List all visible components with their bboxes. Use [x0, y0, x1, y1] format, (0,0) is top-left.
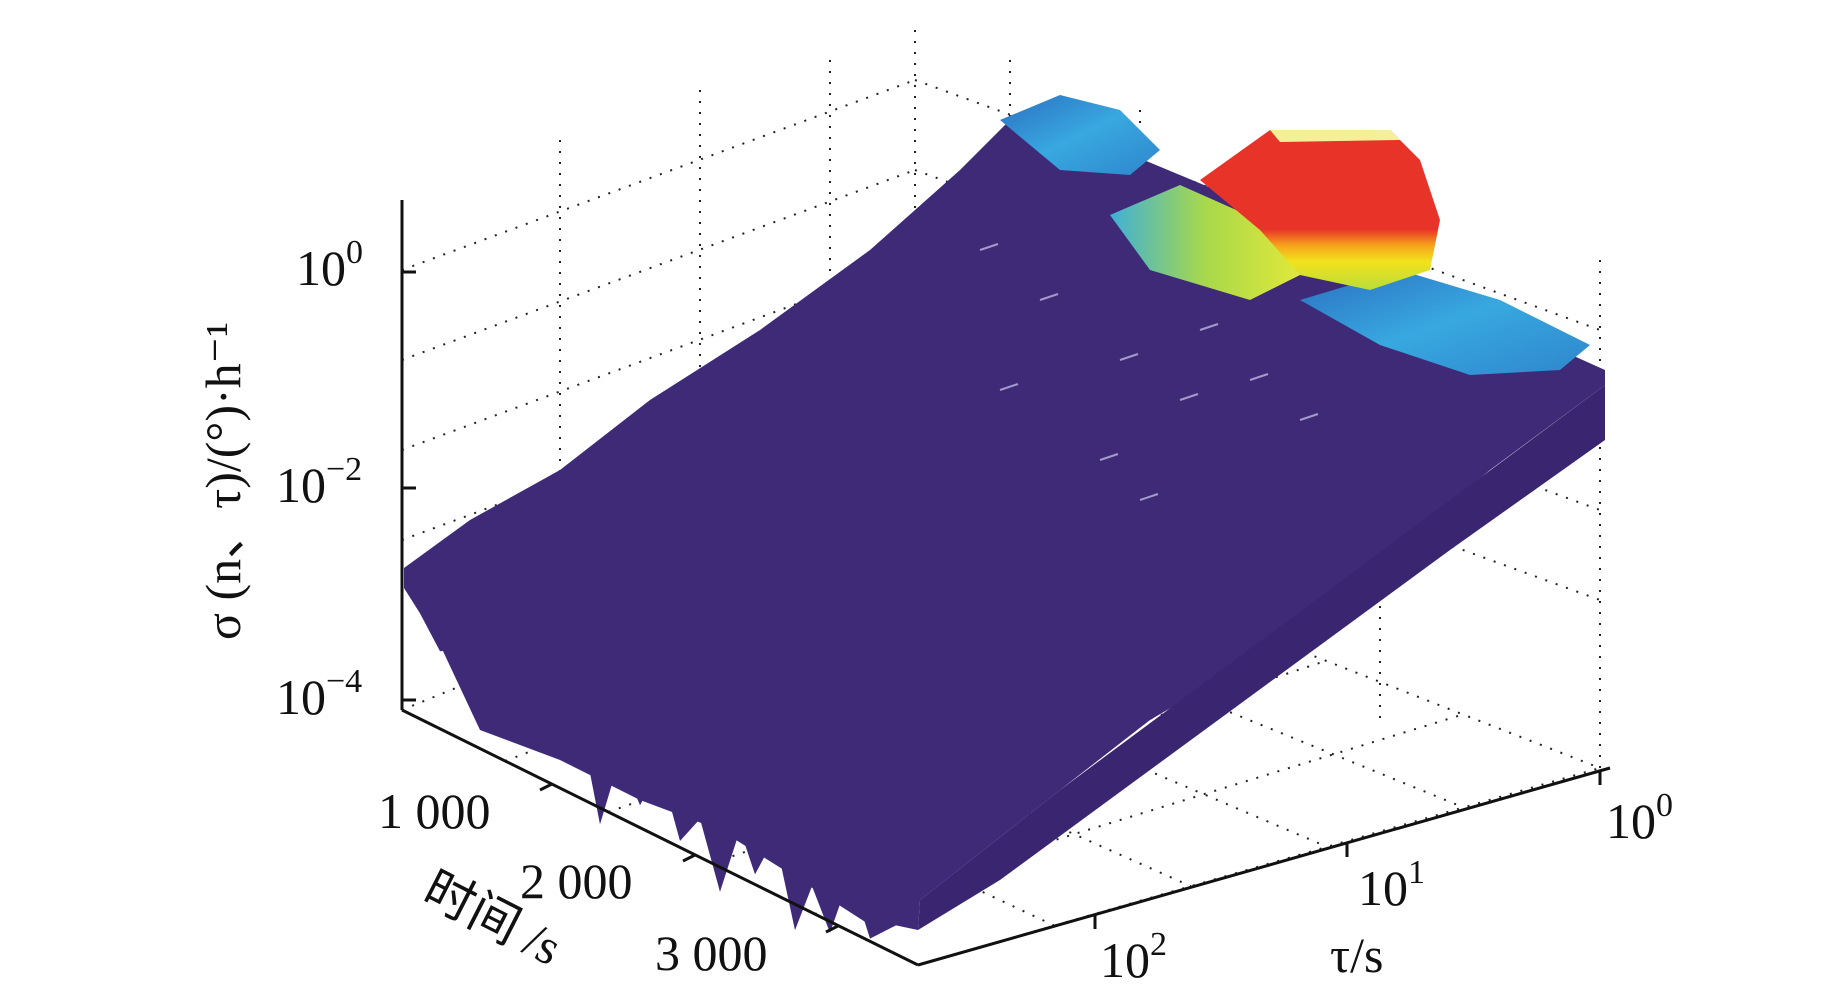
y-tick-label-1: 101	[1358, 854, 1425, 916]
surface-speckle	[1249, 373, 1269, 381]
surface-speckle	[1179, 393, 1199, 401]
z-axis-ticks: 100 10−2 10−4	[276, 234, 416, 725]
grid-line	[401, 79, 916, 271]
surface-speckle	[1039, 293, 1059, 301]
y-tick-base: 10	[1606, 793, 1656, 849]
surface-cyan-patch	[1300, 270, 1590, 375]
y-tick-base: 10	[1358, 860, 1408, 916]
surface-speckle	[1139, 493, 1159, 501]
x-tick-mark	[825, 924, 839, 934]
z-tick-exp: 0	[346, 234, 363, 271]
surface-speckle	[999, 383, 1019, 391]
surface-speckle	[1199, 323, 1219, 331]
surface-green-patch	[1110, 185, 1300, 300]
z-tick-base: 10	[276, 669, 326, 725]
y-tick-base: 10	[1100, 932, 1150, 988]
surface-speckle	[1299, 413, 1319, 421]
y-tick-exp: 0	[1656, 787, 1673, 824]
surface-cyan-patch	[1000, 95, 1160, 175]
x-axis-line	[401, 708, 919, 967]
y-axis-line	[917, 766, 1611, 967]
x-tick-mark	[682, 853, 696, 863]
surface-side-wall	[918, 370, 1605, 930]
y-tick-label-2: 102	[1100, 926, 1167, 988]
surface-top-face	[404, 120, 1605, 925]
x-tick-label-2: 3 000	[655, 925, 768, 981]
surface-front-wall	[404, 568, 920, 939]
z-tick-exp: −2	[326, 451, 362, 488]
z-tick-label-2: 10−4	[276, 663, 362, 725]
axes	[400, 200, 1611, 967]
z-tick-label-1: 10−2	[276, 451, 362, 513]
surface-peak-highlight	[1270, 130, 1400, 142]
x-axis-ticks: 1 000 2 000 3 000	[378, 782, 839, 981]
z-tick-base: 10	[276, 457, 326, 513]
z-tick-base: 10	[296, 240, 346, 296]
z-tick-label-0: 100	[296, 234, 363, 296]
y-tick-label-0: 100	[1606, 787, 1673, 849]
surface-peak	[1200, 130, 1440, 290]
x-tick-mark	[539, 782, 553, 792]
surface-speckle	[1099, 453, 1119, 461]
surface-speckle	[979, 243, 999, 251]
z-axis-title: σ (n、τ)/(°)·h⁻¹	[195, 322, 251, 640]
x-tick-label-0: 1 000	[378, 783, 491, 839]
surface-plot	[404, 95, 1605, 939]
y-tick-exp: 1	[1408, 854, 1425, 891]
z-tick-exp: −4	[326, 663, 362, 700]
y-axis-title: τ/s	[1330, 927, 1383, 983]
y-axis-ticks: 100 101 102	[1093, 771, 1673, 988]
x-tick-label-1: 2 000	[520, 853, 633, 909]
surface-speckle	[1119, 353, 1139, 361]
y-tick-exp: 2	[1150, 926, 1167, 963]
